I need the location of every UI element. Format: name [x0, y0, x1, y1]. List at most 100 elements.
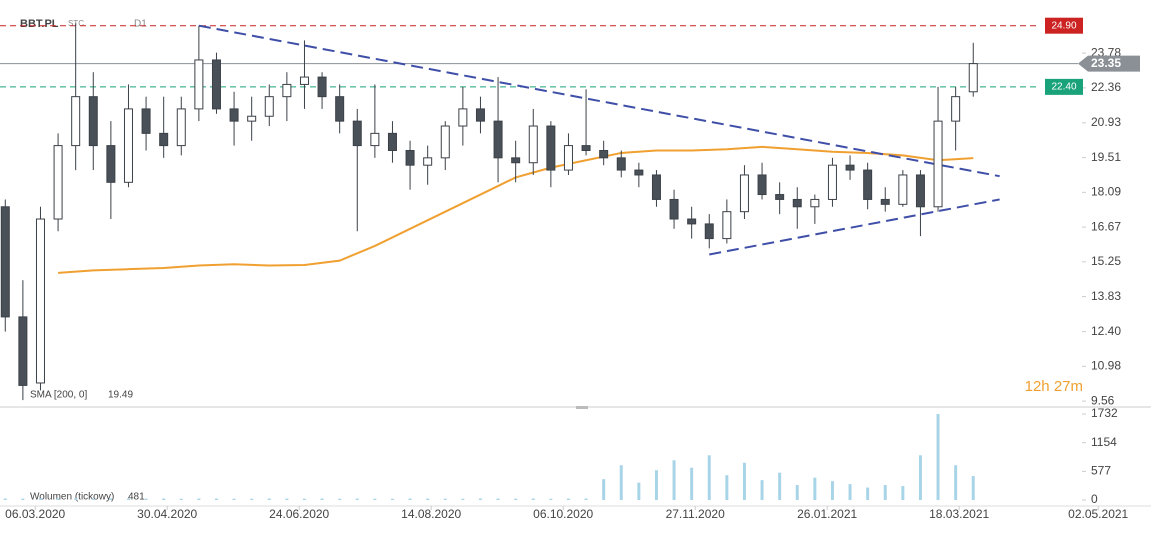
- volume-bar: [390, 498, 394, 500]
- candle-body: [528, 125, 538, 164]
- candle-body: [546, 125, 556, 171]
- candle-body: [827, 164, 837, 200]
- volume-bar: [936, 414, 940, 500]
- volume-bar: [21, 498, 25, 500]
- last-price-label: 23.35: [1091, 56, 1121, 70]
- volume-bar: [162, 498, 166, 500]
- candle-body: [458, 108, 468, 127]
- volume-bar: [602, 479, 606, 500]
- last-price-marker: [1078, 55, 1140, 72]
- y-tick-label: 12.40: [1091, 324, 1121, 338]
- volume-bar: [91, 498, 95, 500]
- volume-bar: [3, 498, 7, 500]
- level-label: 22.40: [1051, 82, 1076, 93]
- candle-body: [211, 59, 221, 110]
- volume-bar: [373, 498, 377, 500]
- panel-handle[interactable]: [576, 406, 588, 409]
- volume-bar: [355, 498, 359, 500]
- volume-bar: [672, 460, 676, 500]
- volume-bar: [496, 498, 500, 500]
- level-label-box: [1045, 78, 1083, 95]
- candle-body: [863, 169, 873, 200]
- trendline: [709, 198, 1000, 256]
- candle-body: [176, 108, 186, 147]
- volume-bar: [478, 498, 482, 500]
- y-tick-label: 19.51: [1091, 150, 1121, 164]
- volume-bar: [901, 486, 905, 500]
- candle-body: [159, 132, 169, 147]
- volume-bar: [514, 498, 518, 500]
- volume-bar: [250, 498, 254, 500]
- x-tick-label: 06.10.2020: [533, 507, 593, 521]
- y-tick-label: 9.56: [1091, 393, 1115, 407]
- volume-bar: [813, 477, 817, 500]
- level-label-box: [1045, 17, 1083, 34]
- candle-body: [669, 198, 679, 220]
- volume-bar: [197, 498, 201, 500]
- candle-body: [35, 218, 45, 384]
- candle-body: [599, 149, 609, 159]
- candle-body: [775, 194, 785, 200]
- candle-body: [282, 83, 292, 98]
- volume-bar: [232, 498, 236, 500]
- volume-tick-label: 1154: [1091, 435, 1117, 449]
- candle-body: [141, 108, 151, 134]
- volume-bar: [918, 455, 922, 500]
- candle-body: [968, 63, 978, 93]
- candle-body: [687, 218, 697, 225]
- candle-body: [634, 169, 644, 176]
- volume-bar: [267, 498, 271, 500]
- volume-bar: [637, 482, 641, 500]
- candle-body: [299, 76, 309, 85]
- candle-body: [229, 108, 239, 122]
- volume-tick-label: 577: [1091, 464, 1111, 478]
- candle-body: [440, 125, 450, 159]
- volume-bar: [302, 498, 306, 500]
- volume-legend-name: Wolumen (tickowy): [30, 492, 114, 503]
- volume-bar: [179, 498, 183, 500]
- candle-body: [810, 198, 820, 208]
- trendline: [198, 24, 1000, 178]
- candle-body: [264, 96, 274, 117]
- y-tick-label: 13.83: [1091, 289, 1121, 303]
- candle-body: [18, 316, 28, 386]
- candle-body: [845, 164, 855, 171]
- volume-bar: [707, 455, 711, 500]
- volume-bar: [848, 484, 852, 500]
- volume-bar: [954, 465, 958, 500]
- volume-bar: [760, 480, 764, 500]
- candle-body: [739, 174, 749, 213]
- x-tick-label: 27.11.2020: [666, 507, 725, 521]
- volume-bar: [38, 498, 42, 500]
- candle-body: [880, 198, 890, 205]
- volume-bar: [778, 472, 782, 500]
- sma-legend-value: 19.49: [108, 390, 133, 401]
- candle-body: [722, 211, 732, 240]
- volume-legend-value: 481: [128, 492, 145, 503]
- volume-bar: [531, 498, 535, 500]
- candle-body: [317, 76, 327, 98]
- volume-bar: [619, 465, 623, 500]
- volume-bar: [866, 487, 870, 500]
- countdown: 12h 27m: [1025, 378, 1083, 395]
- candle-body: [757, 174, 767, 196]
- volume-bar: [56, 498, 60, 500]
- volume-bar: [830, 481, 834, 500]
- volume-bar: [285, 498, 289, 500]
- volume-tick-label: 0: [1091, 492, 1098, 506]
- x-tick-label: 18.03.2021: [929, 507, 989, 521]
- candle-body: [616, 157, 626, 171]
- candle-body: [511, 157, 521, 164]
- volume-bar: [883, 485, 887, 500]
- x-tick-label: 14.08.2020: [401, 507, 461, 521]
- x-tick-label: 02.05.2021: [1068, 507, 1128, 521]
- candle-body: [352, 120, 362, 147]
- candle-body: [493, 120, 503, 159]
- candle-body: [475, 108, 485, 122]
- volume-bar: [214, 498, 218, 500]
- timeframe: D1: [134, 19, 147, 30]
- candle-body: [951, 96, 961, 122]
